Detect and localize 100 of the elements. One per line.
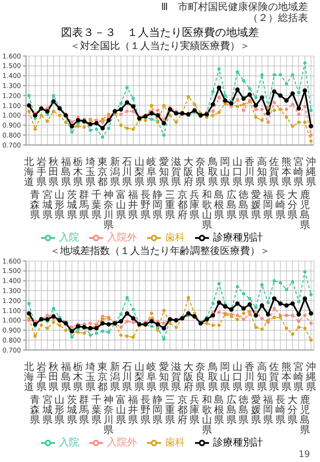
x-tick-label: 大分県	[288, 394, 298, 426]
x-tick-label: 福井県	[128, 189, 138, 221]
x-tick-label: 滋賀県	[171, 156, 182, 188]
x-tick-label: 宮城県	[41, 189, 52, 221]
x-tick-label: 静岡県	[152, 394, 163, 426]
x-tick-label: 宮崎県	[294, 156, 304, 188]
legend-label: 入院	[59, 232, 79, 244]
x-tick-label: 長野県	[140, 395, 150, 426]
x-tick-label: 奈良県	[196, 157, 206, 188]
x-tick-label: 埼玉県	[84, 361, 96, 393]
x-tick-label: 東京都	[98, 361, 108, 393]
x-tick-label: 和歌山県	[202, 394, 212, 436]
x-tick-label: 奈良県	[196, 362, 206, 393]
x-tick-label: 山梨県	[134, 156, 144, 188]
x-tick-label: 千葉県	[91, 189, 102, 221]
x-tick-label: 兵庫県	[190, 394, 200, 426]
legend-label: 入院外	[107, 438, 137, 449]
x-tick-label: 徳島県	[238, 395, 249, 426]
x-tick-label: 富山県	[116, 189, 126, 221]
x-tick-label: 佐賀県	[269, 157, 280, 188]
x-tick-label: 熊本県	[281, 156, 292, 188]
x-tick-label: 福井県	[128, 394, 138, 426]
x-tick-label: 鹿児島県	[300, 394, 310, 436]
x-tick-label: 大分県	[288, 189, 298, 221]
x-tick-label: 宮崎県	[294, 361, 304, 393]
x-tick-label: 福岡県	[263, 394, 274, 426]
x-tick-label: 大阪府	[183, 156, 194, 188]
x-tick-label: 高知県	[256, 361, 267, 393]
chart-title: 図表３－３ １人当たり医療費の地域差	[60, 26, 260, 40]
x-tick-label: 岡山県	[220, 362, 230, 393]
x-tick-label: 山梨県	[134, 361, 144, 393]
x-tick-label: 岩手県	[36, 361, 46, 393]
x-tick-label: 北海道	[24, 361, 34, 393]
x-tick-label: 新潟県	[110, 156, 120, 188]
x-tick-label: 山口県	[232, 156, 242, 188]
x-tick-label: 三重県	[165, 395, 175, 426]
x-tick-label: 鹿児島県	[300, 189, 310, 231]
x-tick-label: 茨城県	[66, 189, 77, 221]
x-tick-label: 岐阜県	[146, 156, 157, 188]
x-tick-label: 福岡県	[263, 189, 274, 221]
x-tick-label: 群馬県	[78, 189, 90, 221]
x-tick-label: 福島県	[60, 361, 71, 393]
x-tick-label: 茨城県	[66, 394, 77, 426]
x-tick-label: 滋賀県	[171, 361, 182, 393]
x-tick-label: 岐阜県	[146, 361, 157, 393]
x-tick-label: 長崎県	[275, 190, 286, 221]
chart-subtitle: ＜地域差指数（１人当たり年齢調整後医療費）＞	[49, 245, 271, 258]
legend-label: 診療種別計	[213, 438, 263, 449]
text: （２）総括表	[247, 13, 308, 24]
x-tick-label: 栃木県	[73, 156, 84, 188]
legend-label: 歯科	[165, 232, 185, 244]
x-tick-label: 神奈川県	[104, 394, 114, 436]
x-tick-label: 静岡県	[152, 189, 163, 221]
x-tick-label: 香川県	[244, 156, 255, 188]
x-tick-label: 青森県	[30, 394, 40, 426]
x-tick-label: 愛知県	[158, 361, 169, 393]
x-tick-label: 東京都	[98, 156, 108, 188]
x-tick-label: 千葉県	[91, 394, 102, 426]
x-tick-label: 愛知県	[158, 156, 169, 188]
x-tick-label: 石川県	[122, 362, 132, 393]
x-tick-label: 広島県	[226, 189, 236, 221]
x-tick-label: 長崎県	[275, 395, 286, 426]
x-tick-label: 広島県	[226, 394, 236, 426]
x-tick-label: 沖縄県	[305, 361, 316, 393]
x-tick-label: 香川県	[244, 361, 255, 393]
x-tick-label: 埼玉県	[84, 156, 96, 188]
text: 19	[298, 450, 310, 460]
x-tick-label: 青森県	[30, 189, 40, 221]
x-tick-label: 岡山県	[220, 157, 230, 188]
x-tick-label: 徳島県	[238, 190, 249, 221]
x-tick-label: 岩手県	[36, 156, 46, 188]
x-tick-label: 鳥取県	[206, 156, 218, 188]
legend-label: 歯科	[165, 438, 185, 449]
x-tick-label: 北海道	[24, 156, 34, 188]
legend-label: 入院	[59, 438, 79, 449]
x-tick-label: 島根県	[214, 394, 224, 426]
x-tick-label: 石川県	[122, 157, 132, 188]
x-tick-label: 宮城県	[41, 394, 52, 426]
x-tick-label: 愛媛県	[250, 189, 261, 221]
x-tick-label: 愛媛県	[250, 394, 261, 426]
chart-subtitle: ＜対全国比（１人当たり実績医療費）＞	[69, 40, 251, 53]
x-tick-label: 福島県	[60, 156, 71, 188]
x-tick-label: 京都府	[177, 394, 188, 426]
x-tick-label: 鳥取県	[206, 361, 218, 393]
legend-label: 診療種別計	[213, 232, 263, 244]
x-tick-label: 秋田県	[48, 156, 59, 188]
x-tick-label: 島根県	[214, 189, 224, 221]
x-tick-label: 大阪府	[183, 361, 194, 393]
text: Ⅲ 市町村国民健康保険の地域差	[160, 2, 308, 13]
x-tick-label: 山形県	[54, 189, 65, 221]
x-tick-label: 富山県	[116, 394, 126, 426]
x-tick-label: 長野県	[140, 190, 150, 221]
x-tick-label: 熊本県	[281, 361, 292, 393]
x-tick-label: 高知県	[256, 156, 267, 188]
x-tick-label: 新潟県	[110, 361, 120, 393]
x-tick-label: 兵庫県	[190, 189, 200, 221]
x-tick-label: 佐賀県	[269, 362, 280, 393]
x-tick-label: 沖縄県	[305, 156, 316, 188]
x-tick-label: 栃木県	[73, 361, 84, 393]
x-tick-label: 神奈川県	[104, 189, 114, 231]
